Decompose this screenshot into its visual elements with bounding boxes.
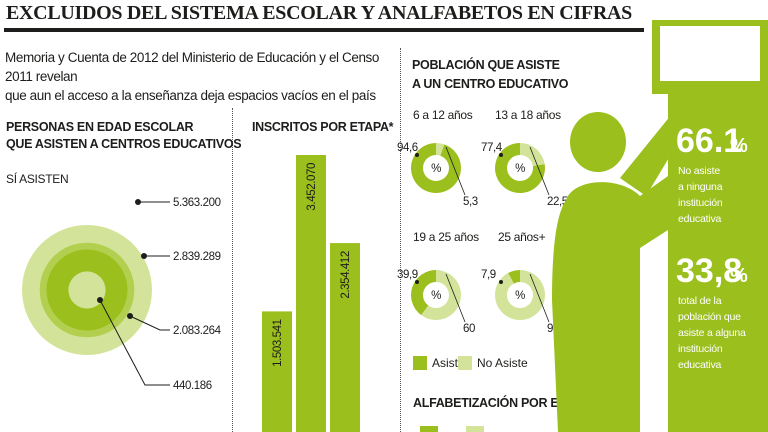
alfabetizacion-title: ALFABETIZACIÓN POR EDAD [413,396,585,410]
bar-label-3: 2.354.412 [340,251,352,299]
circle-label-1: 5.363.200 [173,197,221,209]
legend-swatch-asiste [413,356,427,370]
figure-chalk [635,103,667,135]
alfabetizacion-preview [420,426,438,432]
circle-label-3: 2.083.264 [173,325,222,337]
circle-label-4: 440.186 [173,380,212,392]
divider-left [232,108,233,432]
circle-ring-4 [68,271,106,309]
subtitle-line-2: que aun el acceso a la enseñanza deja es… [5,88,376,103]
pie-group-label-2: 13 a 18 años [495,108,561,122]
legend-asiste: Asiste [413,356,465,370]
circle-callouts: 5.363.200 2.839.289 2.083.264 440.186 [97,197,222,392]
stat-text-2-line-1: total de la [678,295,722,307]
circle-label-2: 2.839.289 [173,251,221,263]
figure-head [570,112,626,172]
figure-arm [620,104,694,196]
title-rule [4,28,644,32]
stat-value-1: 66.1 [676,122,742,160]
callout-line-3 [129,315,170,331]
stat-text-2-line-5: educativa [678,359,722,371]
pie-center-label-4: % [515,290,525,302]
pie-no-asiste-label-1: 5,3 [463,196,478,208]
legend-no-asiste: No Asiste [458,356,528,370]
pie-section-title-line-1: POBLACIÓN QUE ASISTE [412,58,560,72]
pie-center-label-3: % [431,290,441,302]
stat-text-1-line-4: educativa [678,213,722,225]
stat-unit-1: % [730,135,748,157]
pie-asiste-label-2: 77,4 [481,142,503,154]
alfabetizacion-preview-2 [466,426,484,432]
stat-unit-2: % [730,265,748,287]
pie-no-asiste-leader-4 [529,273,550,323]
circles-title-line-1: PERSONAS EN EDAD ESCOLAR [6,120,194,134]
legend-swatch-no-asiste [458,356,472,370]
pie-group-label-1: 6 a 12 años [413,108,473,122]
bar-1 [262,311,292,432]
infographic-title: EXCLUIDOS DEL SISTEMA ESCOLAR Y ANALFABE… [6,2,632,24]
stat-text-2-line-2: población que [678,311,741,323]
callout-dot-3 [127,313,133,319]
pie-asiste-dot-1 [415,153,419,157]
stat-text-2-line-4: institución [678,343,723,355]
infographic-subtitle: Memoria y Cuenta de 2012 del Ministerio … [5,48,395,105]
bar-2 [296,155,326,432]
board-column [668,94,768,432]
pie-asiste-dot-4 [499,280,503,284]
callout-dot-2 [141,253,147,259]
pie-asiste-label-4: 7,9 [481,269,496,281]
pie-center-label-2: % [515,163,525,175]
bar-3 [330,243,360,432]
pie-slice-no-asiste-2 [520,143,545,166]
stat-text-1-line-3: institución [678,197,723,209]
pie-asiste-label-3: 39,9 [397,269,418,281]
callout-line-4 [99,299,170,386]
circles-title-line-2: QUE ASISTEN A CENTROS EDUCATIVOS [6,137,242,151]
callout-dot-1 [135,199,141,205]
legend-label-no-asiste: No Asiste [477,356,528,370]
divider-middle [400,48,401,432]
pie-slice-asiste-1 [410,143,461,193]
pie-section-title-line-2: A UN CENTRO EDUCATIVO [412,77,569,91]
pie-center-label-1: % [431,163,441,175]
board-surface [660,26,760,81]
pie-slice-no-asiste-1 [436,143,445,156]
pie-asiste-dot-3 [415,280,419,284]
pie-no-asiste-label-3: 60 [463,323,475,335]
subtitle-line-1: Memoria y Cuenta de 2012 del Ministerio … [5,50,380,84]
pie-asiste-label-1: 94,6 [397,142,418,154]
circles-subtitle: SÍ ASISTEN [6,172,69,186]
stat-value-2: 33,8 [676,252,742,290]
pie-no-asiste-leader-2 [529,146,550,196]
stat-text-2-line-3: asiste a alguna [678,327,746,339]
figure-body [552,176,668,432]
bar-label-1: 1.503.541 [272,319,284,367]
pie-no-asiste-leader-3 [445,273,466,323]
pie-no-asiste-label-2: 22,5 [547,196,568,208]
pie-asiste-dot-2 [499,153,503,157]
pie-slice-no-asiste-4 [494,270,545,321]
stat-text-1-line-2: a ninguna [678,181,723,193]
callout-dot-4 [97,297,103,303]
bar-label-2: 3.452.070 [306,163,318,211]
legend-label-asiste: Asiste [432,356,465,370]
pie-slice-asiste-4 [508,270,520,284]
pie-no-asiste-leader-1 [445,146,466,196]
stat-text-1-line-1: No asiste [678,165,720,177]
pie-group-label-3: 19 a 25 años [413,230,479,244]
pie-group-label-4: 25 años+ [498,230,546,244]
bar-chart-title: INSCRITOS POR ETAPA* [252,120,394,134]
pie-slice-no-asiste-3 [421,270,461,320]
pie-slice-asiste-2 [494,143,545,193]
